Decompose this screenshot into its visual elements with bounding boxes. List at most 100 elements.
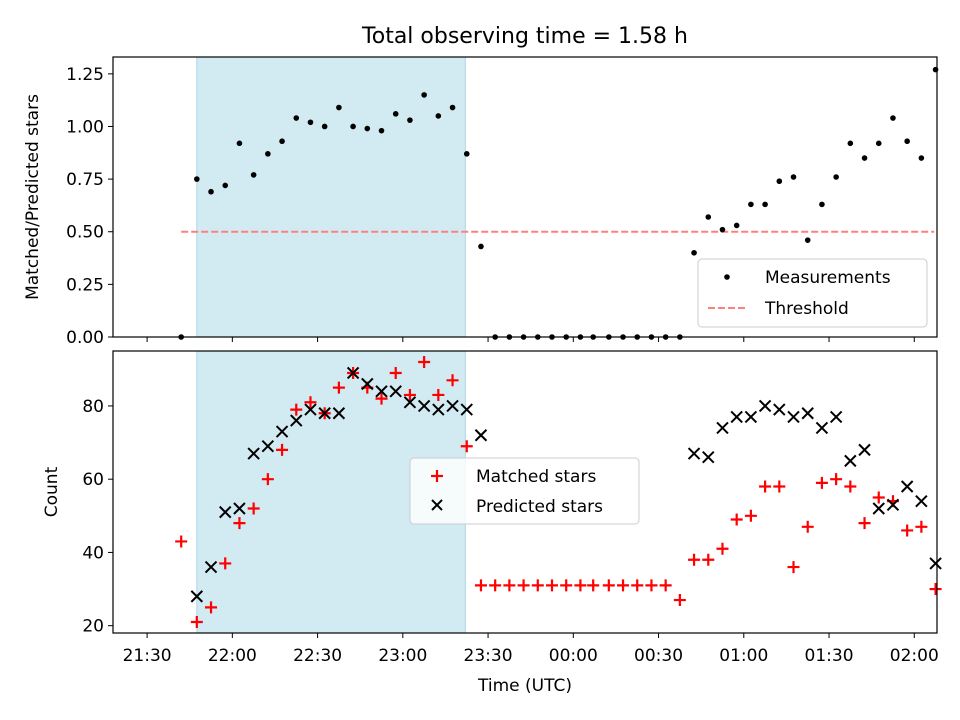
predicted-point <box>219 505 232 519</box>
predicted-point <box>687 447 701 460</box>
measurement-point <box>435 113 442 119</box>
measurement-point <box>407 117 413 123</box>
predicted-point <box>432 403 445 416</box>
x-tick-label: 00:00 <box>549 646 598 666</box>
x-tick-label: 23:30 <box>464 646 513 666</box>
measurement-points-layer <box>178 66 939 340</box>
matched-point <box>304 396 317 409</box>
matched-point <box>560 579 573 592</box>
bottom-y-tick-label: 20 <box>82 617 104 637</box>
top-legend-box <box>697 258 928 328</box>
measurement-point <box>748 201 754 208</box>
top-y-tick-label: 0.75 <box>66 170 104 190</box>
matched-point <box>702 553 715 566</box>
x-axis-label: Time (UTC) <box>477 676 572 696</box>
measurement-point <box>392 111 399 117</box>
measurement-point <box>875 140 882 147</box>
top-y-tick-label: 0.25 <box>66 275 104 295</box>
measurement-point <box>236 140 243 147</box>
legend-label-measurements: Measurements <box>765 268 891 288</box>
matched-point <box>730 513 743 526</box>
predicted-point <box>261 440 275 453</box>
matched-point <box>290 403 303 416</box>
bottom-legend: Matched stars Predicted stars <box>409 457 640 525</box>
predicted-point <box>716 421 729 435</box>
measurement-point <box>321 123 328 130</box>
matched-point <box>503 579 516 592</box>
matched-point <box>602 579 615 592</box>
top-axes-frame <box>112 56 938 338</box>
predicted-point <box>900 480 914 493</box>
bottom-panel: 20 40 60 80 21:30 22:00 22:30 23:00 23:30 00:00 0… <box>42 350 942 696</box>
matched-point <box>531 579 544 592</box>
matched-point <box>587 579 600 592</box>
measurement-point <box>279 138 285 145</box>
predicted-point <box>332 407 346 420</box>
legend-marker-predicted <box>431 499 443 511</box>
measurement-point <box>378 127 385 134</box>
legend-label-predicted: Predicted stars <box>476 497 603 517</box>
predicted-point <box>446 399 459 413</box>
bottom-axes-frame <box>112 350 938 634</box>
measurement-point <box>364 125 371 132</box>
predicted-point <box>275 425 289 438</box>
measurement-point <box>705 214 712 220</box>
matched-point <box>574 579 587 592</box>
predicted-point <box>744 410 758 424</box>
matched-point <box>773 480 786 493</box>
top-shaded-span-layer <box>196 56 466 338</box>
bottom-y-tick-label: 40 <box>82 543 104 563</box>
matched-point <box>801 520 814 533</box>
predicted-point <box>829 410 843 424</box>
measurement-point <box>350 123 356 130</box>
matched-point <box>375 392 388 405</box>
bottom-y-tick-label: 60 <box>82 470 104 490</box>
bottom-y-tick-label: 80 <box>82 397 104 417</box>
x-tick-label: 00:30 <box>634 646 683 666</box>
measurement-point <box>463 151 470 157</box>
measurement-point <box>208 188 214 195</box>
predicted-point <box>290 414 303 427</box>
bottom-y-axis-label: Count <box>42 466 62 517</box>
legend-label-threshold: Threshold <box>764 299 849 319</box>
matched-point <box>744 509 757 522</box>
predicted-point <box>815 421 829 435</box>
predicted-point <box>233 502 246 515</box>
x-tick-label: 01:30 <box>805 646 854 666</box>
predicted-point <box>787 410 800 424</box>
predicted-point <box>204 560 218 574</box>
predicted-point <box>474 429 488 442</box>
measurement-point <box>776 178 783 185</box>
measurement-point <box>222 182 229 189</box>
matched-point <box>716 542 729 555</box>
matched-point <box>830 473 843 486</box>
predicted-point <box>915 494 928 508</box>
measurement-point <box>918 155 925 161</box>
measurement-point <box>691 249 697 256</box>
measurement-point <box>762 201 768 208</box>
measurement-point <box>719 226 726 233</box>
matched-point <box>261 473 274 486</box>
measurement-point <box>833 174 839 180</box>
measurement-point <box>819 201 825 208</box>
matched-point <box>403 388 416 401</box>
measurement-point <box>194 176 200 182</box>
matched-point <box>872 491 885 504</box>
matched-point <box>190 616 203 629</box>
predicted-point <box>389 385 402 398</box>
matched-point <box>205 601 218 614</box>
matched-point <box>489 579 502 592</box>
measurement-point <box>293 115 300 121</box>
measurement-point <box>790 174 797 180</box>
matched-point <box>844 480 857 493</box>
measurement-point <box>890 115 896 121</box>
predicted-point <box>730 410 743 424</box>
matched-point <box>276 443 289 456</box>
top-y-ticks: 0.00 0.25 0.50 0.75 1.00 1.25 <box>66 65 113 348</box>
matched-point <box>219 557 232 570</box>
measurement-point <box>307 119 314 126</box>
top-panel: 0.00 0.25 0.50 0.75 1.00 1.25 Matched/Predict… <box>23 56 939 348</box>
x-tick-label: 22:00 <box>208 646 257 666</box>
predicted-point <box>403 396 417 409</box>
